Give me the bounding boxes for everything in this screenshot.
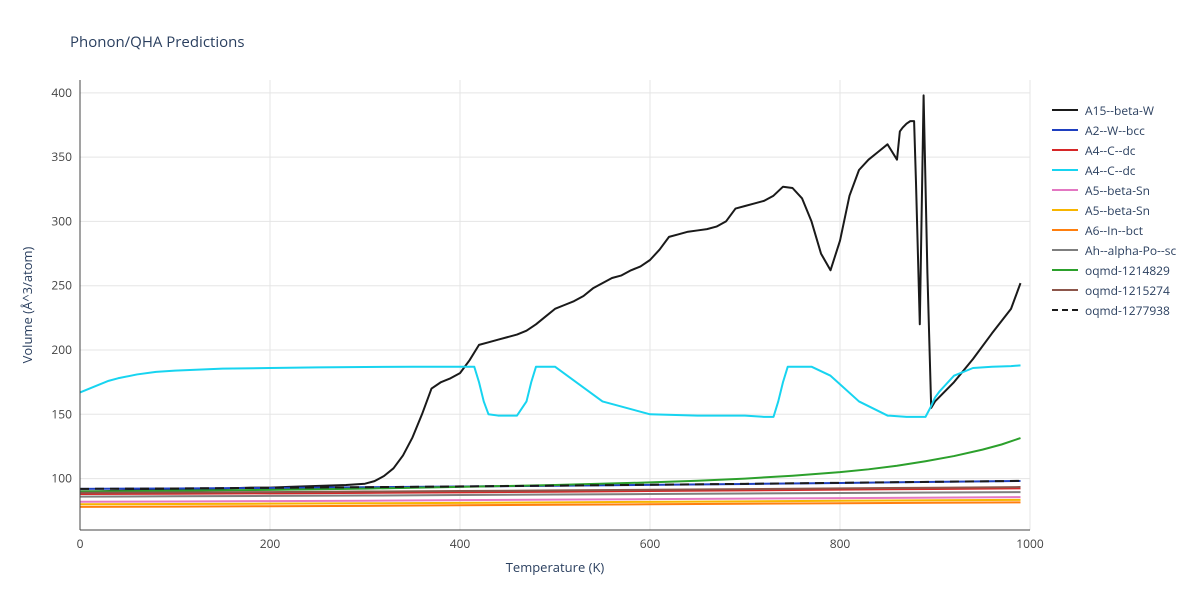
legend-swatch <box>1051 283 1079 297</box>
legend-item[interactable]: Ah--alpha-Po--sc <box>1045 240 1182 260</box>
legend-item[interactable]: A5--beta-Sn <box>1045 200 1182 220</box>
legend-swatch <box>1051 163 1079 177</box>
y-tick-label: 150 <box>51 405 72 422</box>
y-tick-label: 400 <box>51 84 72 101</box>
legend-label: A4--C--dc <box>1085 162 1136 179</box>
legend-swatch <box>1051 183 1079 197</box>
legend-item[interactable]: A4--C--dc <box>1045 160 1182 180</box>
y-tick-label: 250 <box>51 277 72 294</box>
legend-label: oqmd-1215274 <box>1085 282 1170 299</box>
chart-container: Phonon/QHA Predictions 02004006008001000… <box>0 0 1200 600</box>
x-tick-label: 400 <box>450 535 471 552</box>
y-tick-label: 200 <box>51 341 72 358</box>
legend-label: Ah--alpha-Po--sc <box>1085 242 1176 259</box>
legend-item[interactable]: A4--C--dc <box>1045 140 1182 160</box>
legend-item[interactable]: oqmd-1277938 <box>1045 300 1182 320</box>
y-tick-label: 100 <box>51 470 72 487</box>
legend-item[interactable]: A2--W--bcc <box>1045 120 1182 140</box>
x-axis-label: Temperature (K) <box>506 558 605 576</box>
legend-label: A6--In--bct <box>1085 222 1143 239</box>
legend-swatch <box>1051 243 1079 257</box>
legend-label: A5--beta-Sn <box>1085 202 1150 219</box>
legend-swatch <box>1051 263 1079 277</box>
legend-label: A4--C--dc <box>1085 142 1136 159</box>
legend-item[interactable]: oqmd-1214829 <box>1045 260 1182 280</box>
legend-swatch <box>1051 203 1079 217</box>
legend-label: A15--beta-W <box>1085 102 1154 119</box>
x-tick-label: 0 <box>77 535 84 552</box>
legend-label: A2--W--bcc <box>1085 122 1145 139</box>
legend-label: oqmd-1214829 <box>1085 262 1170 279</box>
legend-swatch <box>1051 223 1079 237</box>
legend: A15--beta-W A2--W--bcc A4--C--dc A4--C--dc A… <box>1045 100 1182 320</box>
y-axis-label: Volume (Å^3/atom) <box>18 246 36 363</box>
legend-item[interactable]: oqmd-1215274 <box>1045 280 1182 300</box>
legend-label: oqmd-1277938 <box>1085 302 1170 319</box>
x-tick-label: 800 <box>830 535 851 552</box>
legend-label: A5--beta-Sn <box>1085 182 1150 199</box>
legend-swatch <box>1051 303 1079 317</box>
x-tick-label: 1000 <box>1016 535 1044 552</box>
legend-swatch <box>1051 143 1079 157</box>
y-tick-label: 350 <box>51 148 72 165</box>
x-tick-label: 600 <box>640 535 661 552</box>
legend-item[interactable]: A6--In--bct <box>1045 220 1182 240</box>
y-tick-label: 300 <box>51 212 72 229</box>
plot-svg: 0 200 400 600 800 1000 100 150 200 250 300 350 400 Te… <box>0 0 1200 600</box>
x-tick-label: 200 <box>260 535 281 552</box>
legend-swatch <box>1051 123 1079 137</box>
legend-swatch <box>1051 103 1079 117</box>
legend-item[interactable]: A15--beta-W <box>1045 100 1182 120</box>
legend-item[interactable]: A5--beta-Sn <box>1045 180 1182 200</box>
